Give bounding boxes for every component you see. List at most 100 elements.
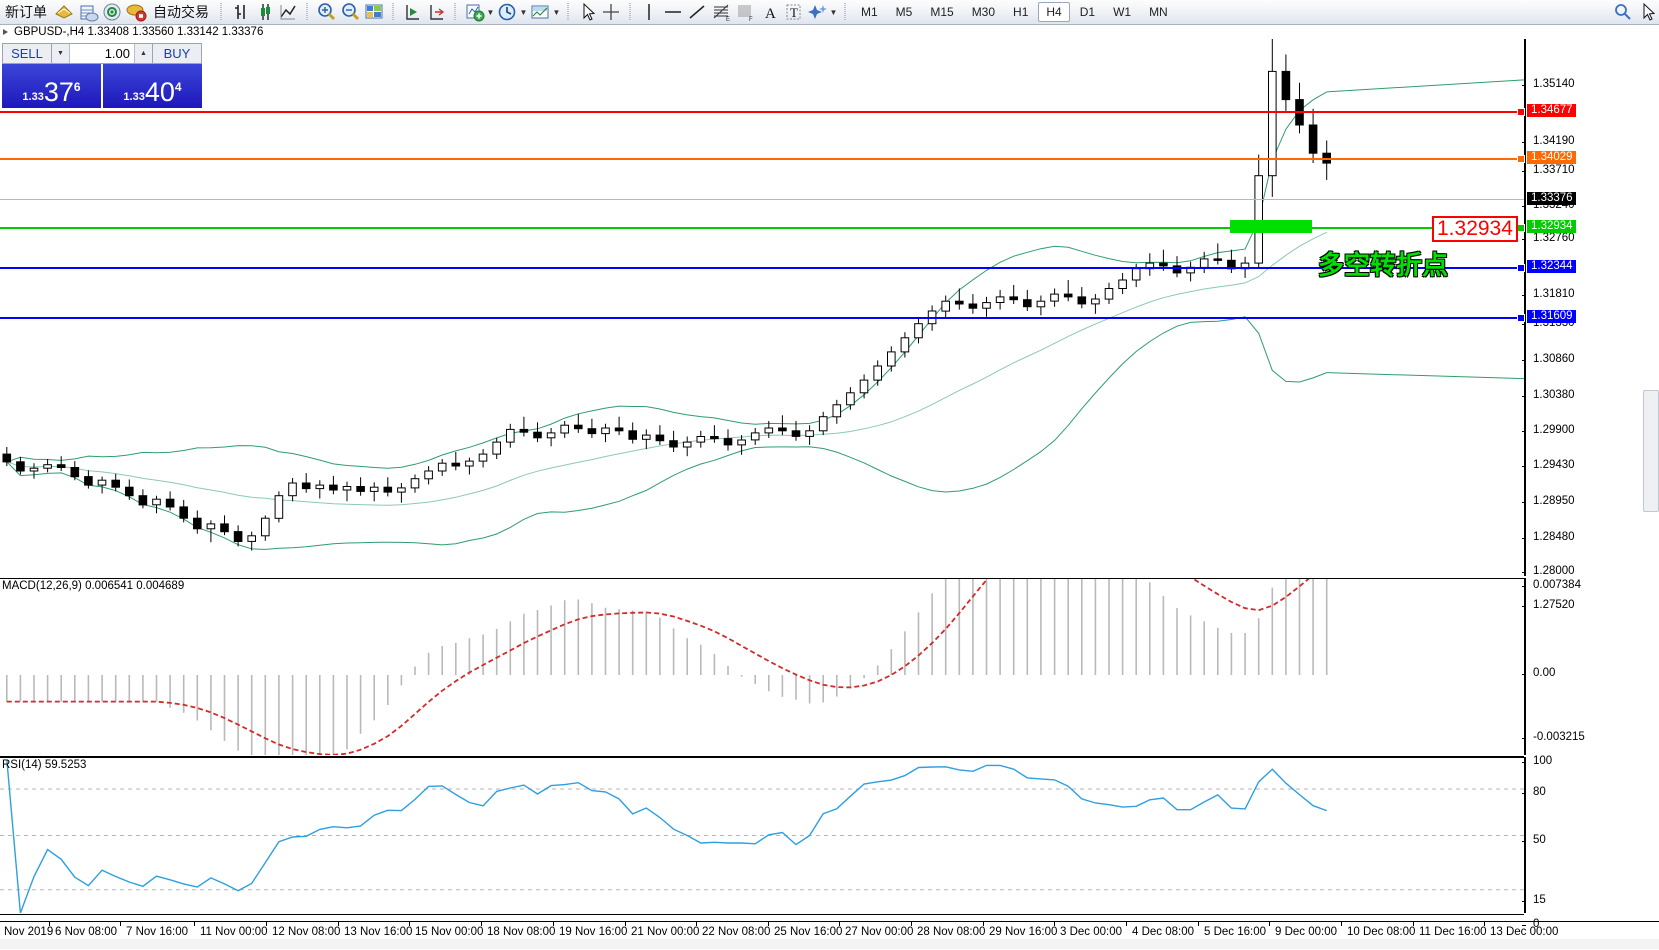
timeframe-d1[interactable]: D1 <box>1072 2 1103 22</box>
price-canvas <box>0 39 1524 576</box>
macd-label: MACD(12,26,9) 0.006541 0.004689 <box>2 580 184 592</box>
data-window-icon[interactable] <box>76 1 100 23</box>
time-tick-label: 4 Dec 08:00 <box>1132 926 1194 938</box>
toolbar-separator <box>626 2 634 22</box>
time-tick-label: 18 Nov 08:00 <box>487 926 555 938</box>
bar-chart-icon[interactable] <box>228 1 252 23</box>
chart-area[interactable]: 1.32934 多空转折点 MACD(12,26,9) 0.006541 0.0… <box>0 39 1659 921</box>
level-line-handle[interactable] <box>1517 155 1525 163</box>
rsi-tick: 15 <box>1526 894 1546 906</box>
support-zone-block[interactable] <box>1230 220 1312 233</box>
vertical-line-icon[interactable] <box>637 1 661 23</box>
time-tick-label: 13 Nov 16:00 <box>344 926 412 938</box>
level-line-stroke <box>0 199 1524 200</box>
time-tick-label: 21 Nov 00:00 <box>631 926 699 938</box>
line-chart-icon[interactable] <box>276 1 300 23</box>
price-pane[interactable] <box>0 39 1524 576</box>
time-tick-label: Nov 2019 <box>4 926 53 938</box>
new-order-button[interactable]: 新订单 <box>0 2 52 22</box>
price-tick: 1.28480 <box>1526 531 1575 543</box>
zoom-out-icon[interactable] <box>338 1 362 23</box>
chart-collapse-icon[interactable] <box>3 29 8 35</box>
time-tick-label: 7 Nov 16:00 <box>126 926 188 938</box>
toolbar-separator <box>389 2 397 22</box>
level-line-handle[interactable] <box>1517 108 1525 116</box>
chart-grid-icon[interactable] <box>362 1 386 23</box>
time-tick-label: 9 Dec 00:00 <box>1275 926 1337 938</box>
time-tick-label: 13 Dec 00:00 <box>1490 926 1558 938</box>
equidistant-channel-icon[interactable]: F <box>733 1 757 23</box>
fibonacci-icon[interactable]: E <box>709 1 733 23</box>
expert-advisor-icon[interactable] <box>52 1 76 23</box>
timeframe-h4[interactable]: H4 <box>1038 2 1069 22</box>
objects-icon[interactable] <box>805 1 829 23</box>
level-line-stroke <box>0 111 1524 113</box>
signals-icon[interactable] <box>100 1 124 23</box>
timeframe-mn[interactable]: MN <box>1141 2 1176 22</box>
price-badge-support-blue-lower: 1.31609 <box>1527 310 1576 323</box>
indicators-icon[interactable] <box>462 1 486 23</box>
templates-dropdown-arrow[interactable]: ▼ <box>552 8 561 17</box>
timeframe-m15[interactable]: M15 <box>922 2 961 22</box>
time-tick-label: 27 Nov 00:00 <box>845 926 913 938</box>
candlestick-chart-icon[interactable] <box>252 1 276 23</box>
trendline-icon[interactable] <box>685 1 709 23</box>
rsi-pane[interactable] <box>0 757 1524 915</box>
chart-shift-icon[interactable] <box>424 1 448 23</box>
auto-trading-button[interactable]: 自动交易 <box>148 2 214 22</box>
templates-icon[interactable] <box>528 1 552 23</box>
rsi-tick: 50 <box>1526 834 1546 846</box>
timeframe-m5[interactable]: M5 <box>888 2 921 22</box>
crosshair-icon[interactable] <box>599 1 623 23</box>
time-tick-label: 3 Dec 00:00 <box>1060 926 1122 938</box>
level-line-stroke <box>0 158 1524 160</box>
status-bar <box>0 939 1659 949</box>
auto-scroll-icon[interactable] <box>400 1 424 23</box>
price-tick: 1.34190 <box>1526 135 1575 147</box>
toolbar-separator <box>841 2 849 22</box>
timeframe-m1[interactable]: M1 <box>853 2 886 22</box>
svg-text:T: T <box>790 5 798 20</box>
macd-tick: 0.00 <box>1526 667 1555 679</box>
chinese-annotation[interactable]: 多空转折点 <box>1318 245 1448 282</box>
text-label-icon[interactable]: A <box>757 1 781 23</box>
time-tick-label: 19 Nov 16:00 <box>559 926 627 938</box>
horizontal-line-icon[interactable] <box>661 1 685 23</box>
objects-dropdown-arrow[interactable]: ▼ <box>829 8 838 17</box>
timeframe-w1[interactable]: W1 <box>1105 2 1139 22</box>
timeframe-h1[interactable]: H1 <box>1005 2 1036 22</box>
level-line-stroke <box>0 317 1524 319</box>
cursor-arrow-icon[interactable] <box>1635 1 1659 23</box>
level-line-handle[interactable] <box>1517 224 1525 232</box>
price-tick: 1.30860 <box>1526 353 1575 365</box>
svg-text:F: F <box>749 17 753 23</box>
level-line-handle[interactable] <box>1517 314 1525 322</box>
price-tick: 1.32760 <box>1526 232 1575 244</box>
level-line-handle[interactable] <box>1517 264 1525 272</box>
period-dropdown-arrow[interactable]: ▼ <box>519 8 528 17</box>
macd-pane[interactable] <box>0 578 1524 757</box>
svg-text:E: E <box>726 17 730 23</box>
time-tick-label: 28 Nov 08:00 <box>917 926 985 938</box>
time-tick-label: 12 Nov 08:00 <box>272 926 340 938</box>
price-badge-resistance-orange: 1.34029 <box>1527 151 1576 164</box>
period-clock-icon[interactable] <box>495 1 519 23</box>
price-badge-current-price: 1.33376 <box>1527 192 1576 205</box>
time-tick-label: 5 Dec 16:00 <box>1204 926 1266 938</box>
text-icon[interactable]: T <box>781 1 805 23</box>
vertical-scrollbar[interactable] <box>1643 390 1659 512</box>
macd-canvas <box>0 579 1524 755</box>
level-line-stroke <box>0 267 1524 269</box>
search-icon[interactable] <box>1611 1 1635 23</box>
market-icon[interactable] <box>124 1 148 23</box>
zoom-in-icon[interactable] <box>314 1 338 23</box>
time-tick-label: 10 Dec 08:00 <box>1347 926 1415 938</box>
cursor-icon[interactable] <box>575 1 599 23</box>
time-tick-label: 25 Nov 16:00 <box>774 926 842 938</box>
price-tick: 1.35140 <box>1526 78 1575 90</box>
price-tag-annotation[interactable]: 1.32934 <box>1432 216 1518 242</box>
timeframe-m30[interactable]: M30 <box>964 2 1003 22</box>
indicators-dropdown-arrow[interactable]: ▼ <box>486 8 495 17</box>
